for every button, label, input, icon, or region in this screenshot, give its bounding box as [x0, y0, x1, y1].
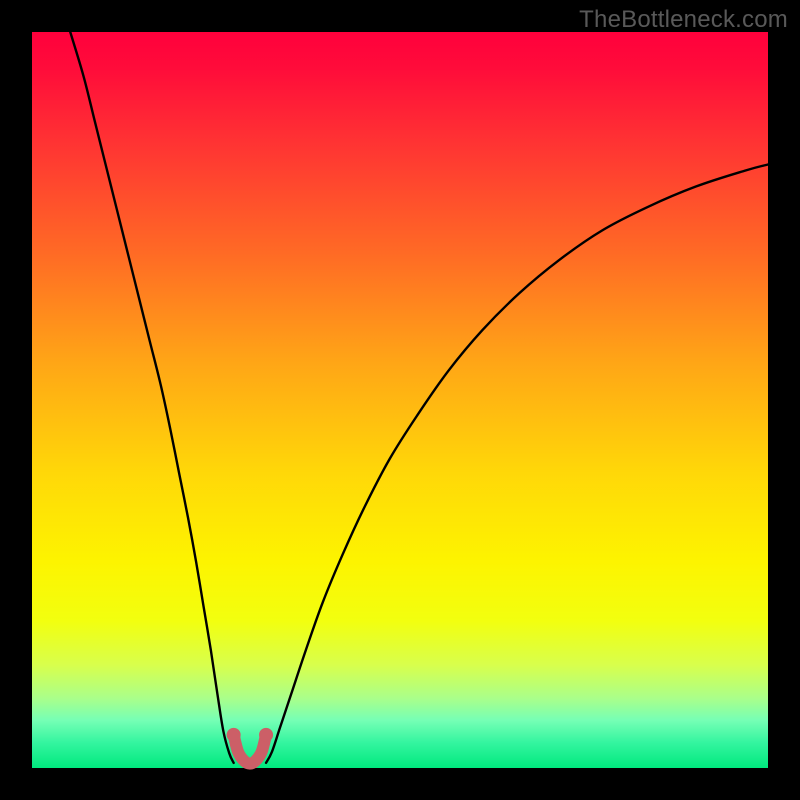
valley-marker-end-left: [227, 728, 241, 742]
plot-background: [32, 32, 768, 768]
valley-marker-end-right: [259, 728, 273, 742]
chart-svg: [0, 0, 800, 800]
bottleneck-chart: TheBottleneck.com: [0, 0, 800, 800]
